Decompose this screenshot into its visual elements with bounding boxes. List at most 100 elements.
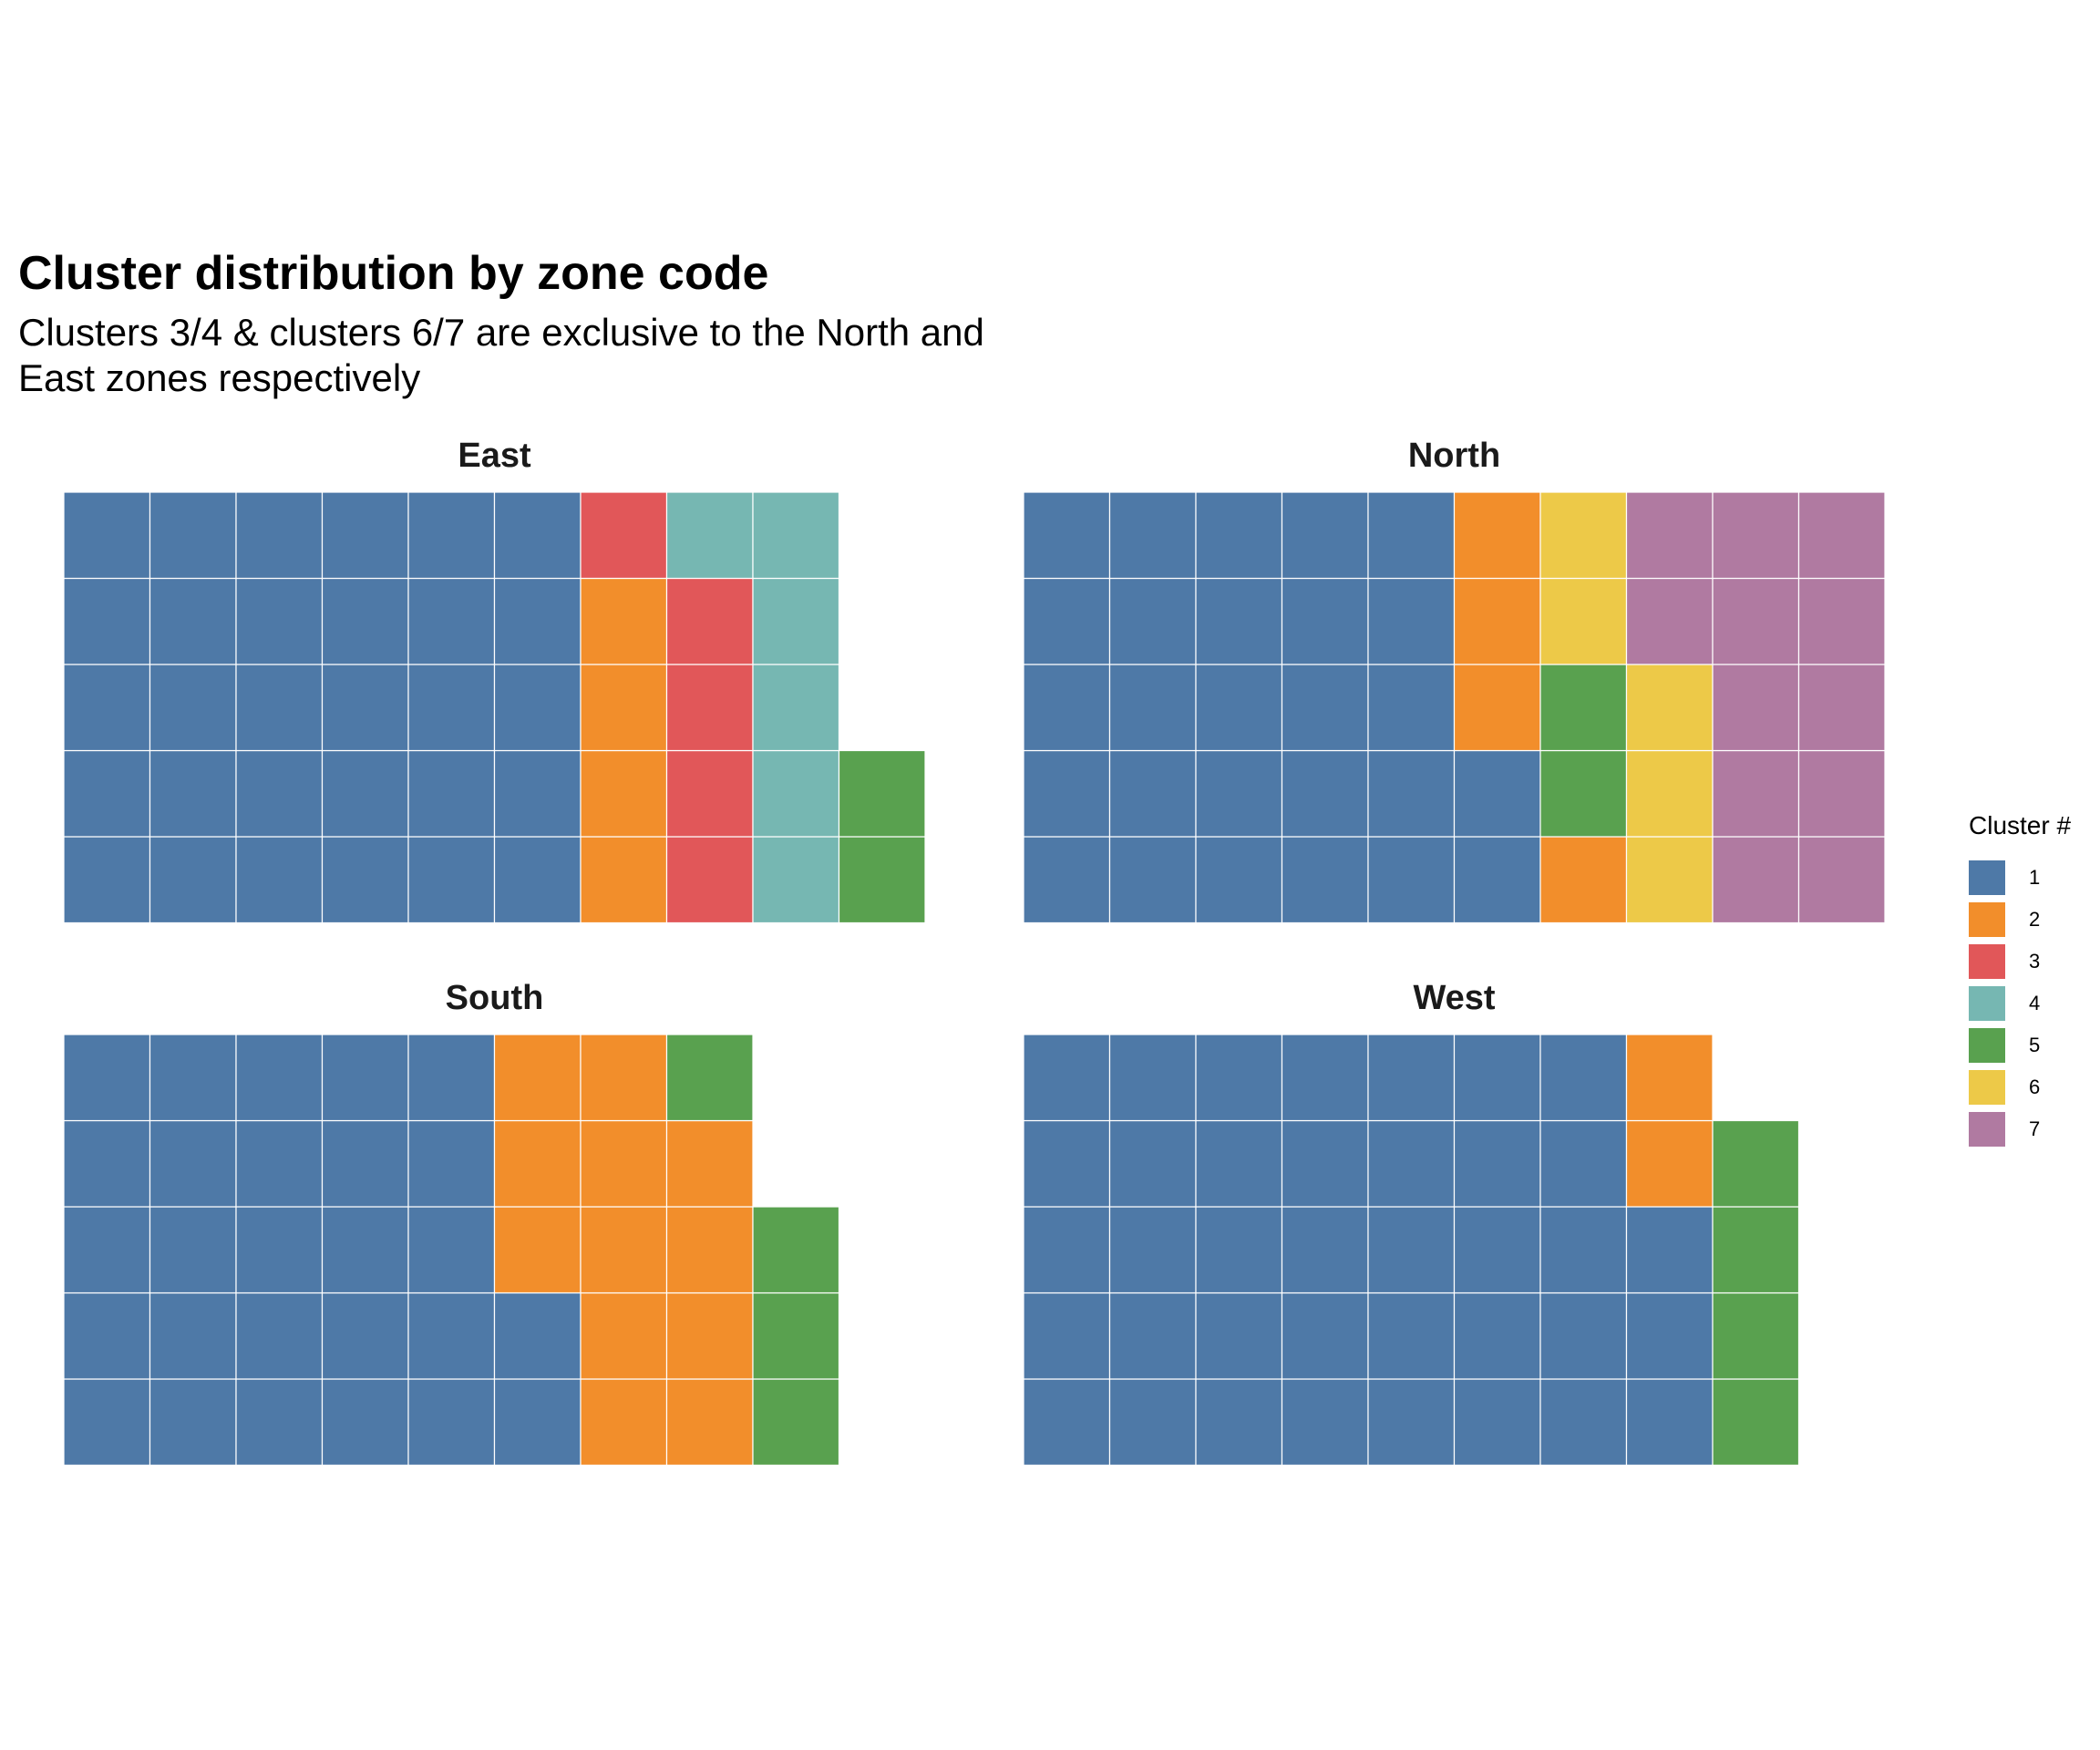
waffle-cell-east-cluster-1: [235, 749, 324, 838]
waffle-cell-east-cluster-4: [752, 577, 840, 665]
legend: Cluster # 1 2 3 4 5 6 7: [1969, 811, 2071, 1150]
waffle-cell-west-cluster-1: [1367, 1206, 1456, 1294]
waffle-cell-west-cluster-5: [1712, 1119, 1800, 1208]
waffle-cell-south-cluster-2: [665, 1292, 754, 1380]
waffle-cell-west-cluster-1: [1108, 1206, 1197, 1294]
waffle-cell-north-cluster-7: [1712, 491, 1800, 580]
legend-swatch-3: [1969, 944, 2005, 979]
waffle-cell-east-cluster-1: [493, 491, 582, 580]
waffle-cell-south-cluster-1: [235, 1292, 324, 1380]
waffle-cell-west-cluster-5: [1712, 1378, 1800, 1467]
waffle-cell-west-cluster-1: [1195, 1119, 1283, 1208]
waffle-cell-east-cluster-1: [493, 664, 582, 752]
legend-label-4: 4: [2029, 992, 2041, 1014]
waffle-cell-west-cluster-1: [1281, 1292, 1369, 1380]
waffle-cell-east-cluster-1: [321, 491, 409, 580]
waffle-cell-east-cluster-1: [321, 836, 409, 924]
waffle-cell-south-cluster-1: [149, 1119, 237, 1208]
chart-title: Cluster distribution by zone code: [18, 247, 769, 300]
waffle-cell-south-cluster-1: [407, 1292, 496, 1380]
waffle-cell-north-cluster-2: [1453, 491, 1541, 580]
waffle-cell-north-cluster-1: [1367, 749, 1456, 838]
waffle-cell-east-cluster-3: [580, 491, 668, 580]
waffle-cell-north-cluster-7: [1712, 836, 1800, 924]
waffle-cell-south-cluster-1: [407, 1119, 496, 1208]
waffle-cell-south-cluster-5: [752, 1292, 840, 1380]
legend-items: 1 2 3 4 5 6 7: [1969, 857, 2071, 1150]
waffle-cell-north-cluster-1: [1281, 577, 1369, 665]
waffle-cell-north-cluster-1: [1023, 577, 1111, 665]
waffle-cell-south-cluster-2: [580, 1206, 668, 1294]
waffle-cell-west-cluster-1: [1195, 1292, 1283, 1380]
waffle-cell-west-cluster-2: [1625, 1034, 1714, 1122]
waffle-cell-south-cluster-1: [235, 1378, 324, 1467]
legend-swatch-2: [1969, 902, 2005, 937]
waffle-cell-west-cluster-1: [1367, 1378, 1456, 1467]
waffle-cell-north-cluster-7: [1797, 836, 1886, 924]
waffle-cell-east-cluster-1: [407, 491, 496, 580]
waffle-cell-west-cluster-1: [1023, 1206, 1111, 1294]
waffle-cell-south-cluster-1: [321, 1378, 409, 1467]
waffle-cell-west-cluster-1: [1539, 1292, 1628, 1380]
waffle-cell-south-cluster-1: [407, 1378, 496, 1467]
waffle-cell-west-cluster-1: [1453, 1378, 1541, 1467]
waffle-cell-south-cluster-2: [493, 1119, 582, 1208]
waffle-cell-west-cluster-1: [1023, 1119, 1111, 1208]
waffle-cell-east-cluster-4: [752, 664, 840, 752]
waffle-cell-north-cluster-1: [1367, 664, 1456, 752]
waffle-cell-east-cluster-2: [580, 577, 668, 665]
waffle-cell-east-cluster-1: [321, 664, 409, 752]
waffle-cell-east-cluster-2: [580, 749, 668, 838]
waffle-cell-west-cluster-5: [1712, 1292, 1800, 1380]
waffle-cell-east-cluster-1: [149, 664, 237, 752]
waffle-cell-south-cluster-1: [321, 1292, 409, 1380]
waffle-cell-north-cluster-1: [1281, 491, 1369, 580]
legend-item-7: 7: [1969, 1108, 2071, 1150]
waffle-cell-north-cluster-1: [1108, 836, 1197, 924]
waffle-cell-north-cluster-1: [1195, 577, 1283, 665]
waffle-cell-west-cluster-1: [1195, 1034, 1283, 1122]
waffle-cell-south-cluster-2: [665, 1206, 754, 1294]
waffle-cell-east-cluster-1: [149, 491, 237, 580]
waffle-cell-north-cluster-7: [1797, 749, 1886, 838]
waffle-cell-east-cluster-1: [321, 577, 409, 665]
waffle-cell-west-cluster-1: [1367, 1034, 1456, 1122]
waffle-cell-north-cluster-1: [1281, 664, 1369, 752]
waffle-cell-north-cluster-6: [1539, 491, 1628, 580]
waffle-cell-east-cluster-5: [838, 749, 926, 838]
waffle-cell-west-cluster-1: [1539, 1378, 1628, 1467]
waffle-cell-west-cluster-2: [1625, 1119, 1714, 1208]
waffle-cell-east-cluster-2: [580, 664, 668, 752]
waffle-cell-north-cluster-7: [1712, 577, 1800, 665]
waffle-cell-south-cluster-2: [580, 1034, 668, 1122]
legend-swatch-5: [1969, 1028, 2005, 1063]
waffle-cell-south-cluster-1: [149, 1378, 237, 1467]
waffle-cell-north-cluster-7: [1625, 491, 1714, 580]
waffle-cell-west-cluster-1: [1023, 1292, 1111, 1380]
waffle-cell-east-cluster-1: [407, 836, 496, 924]
legend-swatch-1: [1969, 860, 2005, 895]
legend-item-2: 2: [1969, 899, 2071, 941]
waffle-cell-south-cluster-2: [580, 1292, 668, 1380]
waffle-cell-east-cluster-3: [665, 749, 754, 838]
waffle-cell-west-cluster-1: [1625, 1378, 1714, 1467]
facet-title-east: East: [458, 437, 531, 475]
waffle-cell-north-cluster-1: [1367, 577, 1456, 665]
waffle-cell-west-cluster-5: [1712, 1206, 1800, 1294]
legend-swatch-4: [1969, 986, 2005, 1021]
waffle-cell-south-cluster-1: [149, 1034, 237, 1122]
waffle-cell-south-cluster-2: [580, 1378, 668, 1467]
chart-subtitle: Clusters 3/4 & clusters 6/7 are exclusiv…: [18, 311, 984, 399]
waffle-cell-west-cluster-1: [1539, 1206, 1628, 1294]
waffle-cell-north-cluster-1: [1195, 664, 1283, 752]
waffle-cell-east-cluster-1: [407, 749, 496, 838]
waffle-cell-north-cluster-1: [1023, 664, 1111, 752]
waffle-cell-north-cluster-7: [1797, 664, 1886, 752]
facet-title-west: West: [1413, 979, 1495, 1017]
waffle-cell-south-cluster-1: [63, 1378, 151, 1467]
waffle-cell-north-cluster-1: [1108, 749, 1197, 838]
waffle-cell-west-cluster-1: [1453, 1206, 1541, 1294]
waffle-cell-south-cluster-1: [493, 1292, 582, 1380]
waffle-cell-west-cluster-1: [1281, 1206, 1369, 1294]
